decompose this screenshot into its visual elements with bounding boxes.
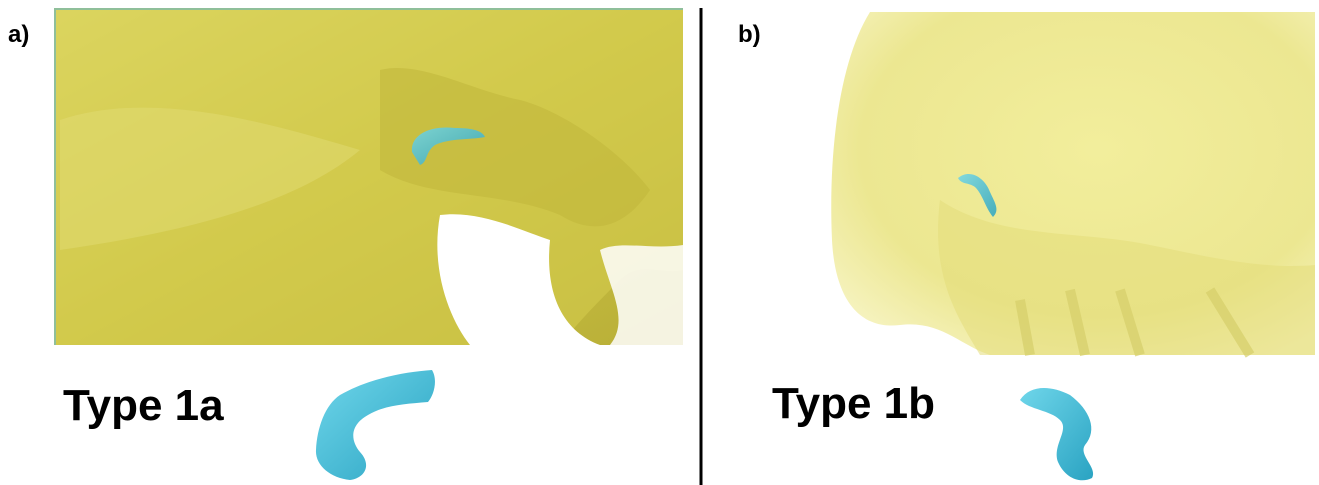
- cyan-shape-b: [1020, 388, 1093, 480]
- panel-caption: Type 1b: [772, 379, 935, 428]
- render-a: [55, 8, 683, 345]
- figure: a) b) Type 1a Type 1b: [0, 0, 1319, 485]
- panel-label: a): [8, 21, 29, 48]
- panel-label: b): [738, 21, 761, 48]
- render-b: [831, 12, 1315, 355]
- panel-caption: Type 1a: [63, 381, 224, 430]
- cyan-shape-a: [316, 370, 435, 480]
